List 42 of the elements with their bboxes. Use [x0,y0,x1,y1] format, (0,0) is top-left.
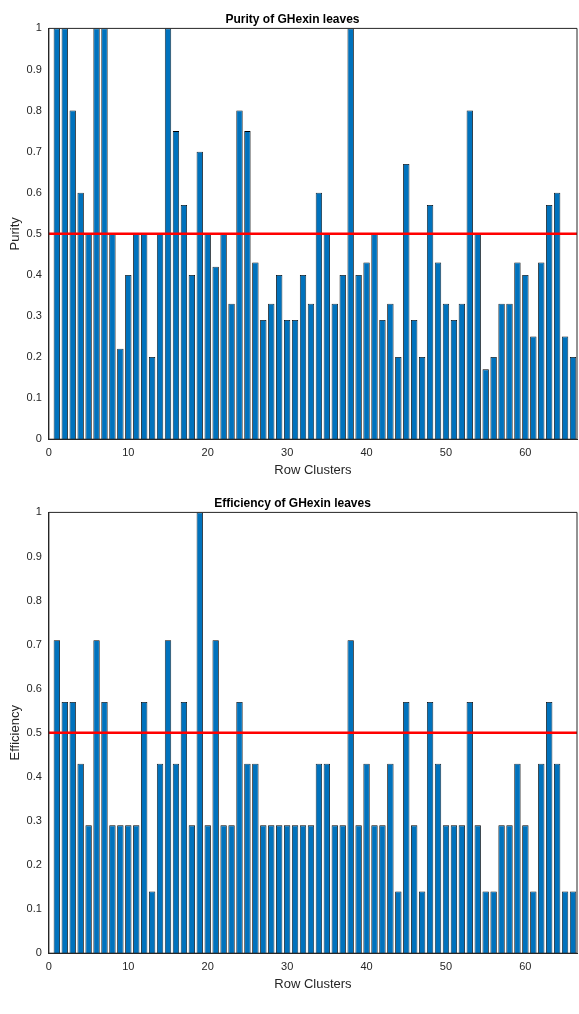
y-tick-label: 0 [35,432,42,445]
y-tick-label: 0.5 [26,226,42,239]
x-tick-label: 30 [281,445,294,458]
y-tick-label: 0 [35,946,42,959]
x-axis-title: Row Clusters [274,975,353,991]
y-tick-label: 0.8 [26,103,42,116]
y-tick-label: 0.3 [26,813,42,826]
x-tick-label: 50 [439,445,453,458]
y-axis-title: Purity [7,216,23,251]
y-tick-label: 0.6 [26,185,42,198]
y-tick-label: 0.8 [26,593,42,606]
x-tick-label: 10 [122,959,135,972]
y-tick-label: 0.7 [26,637,42,650]
y-tick-label: 0.3 [26,308,42,321]
y-tick-label: 0.6 [26,681,42,694]
y-tick-label: 0.2 [26,858,42,871]
x-tick-label: 40 [360,959,373,972]
y-tick-label: 0.9 [26,549,42,562]
chart-title: Purity of GHexin leaves [225,11,360,26]
y-tick-label: 0.4 [26,769,42,782]
y-axis-title: Efficiency [7,704,23,761]
x-tick-label: 0 [45,445,52,458]
y-tick-label: 0.7 [26,144,42,157]
y-tick-label: 0.1 [26,902,42,915]
x-tick-label: 0 [45,959,52,972]
x-tick-label: 40 [360,445,373,458]
chart-title: Efficiency of GHexin leaves [214,495,372,510]
x-tick-label: 10 [122,445,135,458]
y-tick-label: 1 [35,505,42,518]
x-tick-label: 30 [281,959,294,972]
y-tick-label: 0.9 [26,62,42,75]
y-tick-label: 1 [35,21,42,34]
x-tick-label: 20 [201,959,214,972]
x-tick-label: 50 [439,959,453,972]
x-tick-label: 20 [201,445,214,458]
y-tick-label: 0.4 [26,267,42,280]
y-tick-label: 0.2 [26,350,42,363]
y-tick-label: 0.5 [26,725,42,738]
x-tick-label: 60 [519,959,532,972]
y-tick-label: 0.1 [26,391,42,404]
x-axis-title: Row Clusters [274,461,353,477]
x-tick-label: 60 [519,445,532,458]
